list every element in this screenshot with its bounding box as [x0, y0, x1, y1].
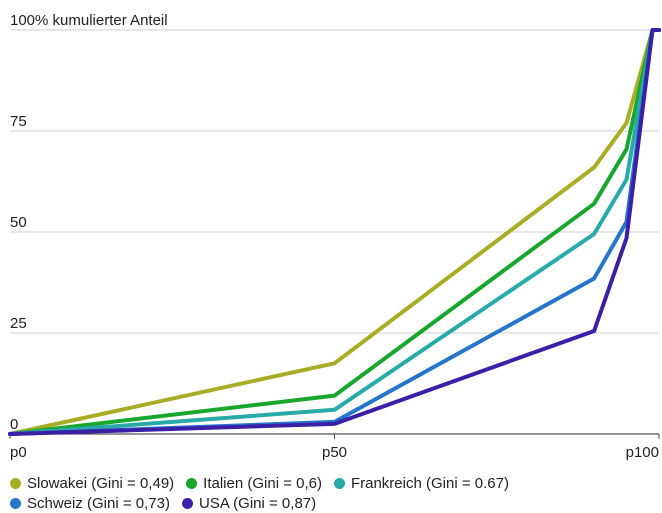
grid-lines: [10, 29, 659, 435]
y-tick-labels: 0 25 50 75 100% kumulierter Anteil: [10, 12, 168, 433]
chart: 0 25 50 75 100% kumulierter Anteil p0 p50 p100: [8, 12, 661, 461]
x-tick-labels: p0 p50 p100: [9, 434, 660, 461]
x-tick-label: p0: [10, 444, 27, 461]
legend-row-1: Slowakei (Gini = 0,49) Italien (Gini = 0…: [10, 473, 660, 493]
legend-swatch: [181, 497, 193, 509]
legend-label: USA (Gini = 0,87): [198, 494, 317, 512]
legend-item-italien: Italien (Gini = 0,6): [186, 475, 322, 492]
legend-item-schweiz: Schweiz (Gini = 0,73): [10, 495, 170, 512]
legend-item-usa: USA (Gini = 0,87): [181, 494, 317, 512]
legend-label: Schweiz (Gini = 0,73): [27, 494, 170, 512]
legend: Slowakei (Gini = 0,49) Italien (Gini = 0…: [10, 473, 660, 513]
legend-item-frankreich: Frankreich (Gini = 0.67): [333, 474, 509, 492]
y-tick-label: 25: [10, 315, 27, 332]
legend-swatch: [333, 477, 345, 489]
series-lines: [8, 28, 661, 436]
y-tick-label: 50: [10, 214, 27, 231]
y-tick-label: 0: [10, 416, 18, 433]
legend-item-slowakei: Slowakei (Gini = 0,49): [10, 475, 174, 492]
legend-label: Frankreich (Gini = 0.67): [350, 474, 509, 492]
x-tick-label: p100: [626, 444, 659, 461]
y-tick-label: 100% kumulierter Anteil: [10, 12, 168, 29]
series-line-4: [8, 28, 661, 436]
legend-swatch: [10, 497, 21, 509]
legend-label: Italien (Gini = 0,6): [203, 474, 322, 492]
x-tick-label: p50: [322, 444, 347, 461]
legend-swatch: [10, 477, 21, 489]
legend-label: Slowakei (Gini = 0,49): [27, 474, 175, 492]
legend-row-2: Schweiz (Gini = 0,73) USA (Gini = 0,87): [10, 493, 660, 513]
legend-swatch: [186, 477, 198, 489]
y-tick-label: 75: [10, 113, 27, 130]
